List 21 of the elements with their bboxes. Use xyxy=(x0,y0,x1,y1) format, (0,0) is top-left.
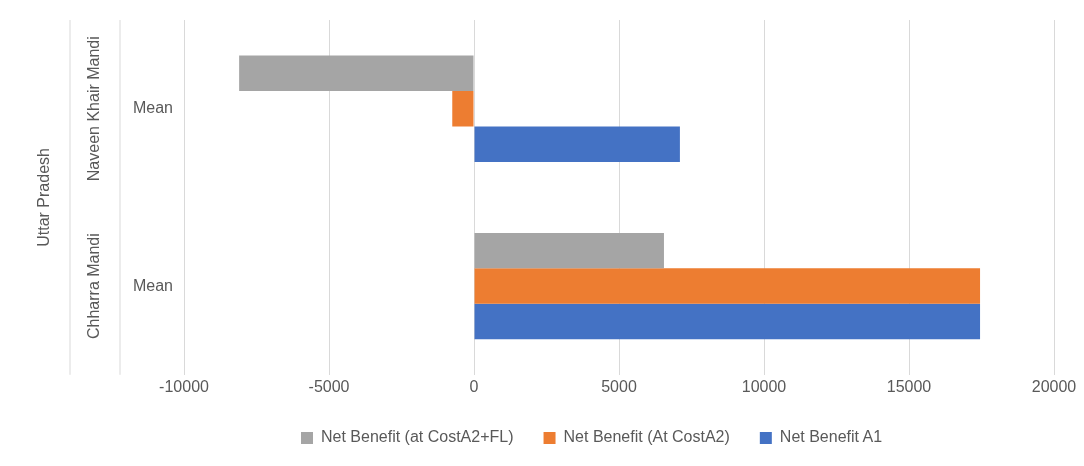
bar xyxy=(452,90,474,127)
x-tick-label: -10000 xyxy=(159,377,210,395)
bar xyxy=(474,126,680,162)
bar xyxy=(474,232,664,269)
text: Chharra Mandi xyxy=(85,233,103,340)
bar xyxy=(474,268,981,304)
x-tick-label: 5000 xyxy=(601,377,637,395)
legend-label: Net Benefit A1 xyxy=(779,428,883,446)
y-tick-label: Mean xyxy=(132,99,174,117)
x-tick-label: -5000 xyxy=(308,377,350,395)
legend-label: Net Benefit (At CostA2) xyxy=(563,428,730,446)
legend-label: Net Benefit (at CostA2+FL) xyxy=(321,428,514,446)
bar xyxy=(474,303,981,340)
bar xyxy=(239,55,474,91)
text: Naveen Khair Mandi xyxy=(85,36,103,182)
x-tick-label: 20000 xyxy=(1031,377,1077,395)
x-tick-label: 10000 xyxy=(741,377,787,395)
x-tick-label: 15000 xyxy=(886,377,932,395)
text: Uttar Pradesh xyxy=(35,148,53,247)
y-tick-label: Mean xyxy=(132,276,174,294)
x-tick-label: 0 xyxy=(469,377,479,395)
